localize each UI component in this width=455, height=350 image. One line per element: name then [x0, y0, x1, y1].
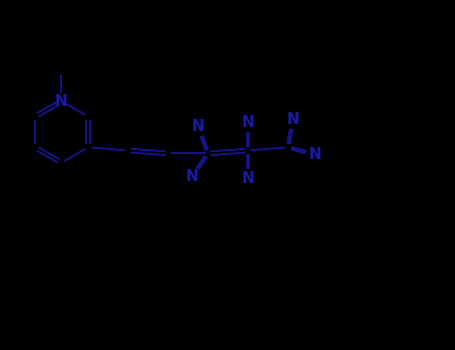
Text: N: N — [192, 119, 205, 134]
Text: N: N — [242, 114, 254, 130]
Text: N: N — [185, 169, 198, 184]
Text: N: N — [55, 94, 68, 109]
Text: N: N — [309, 147, 322, 162]
Text: N: N — [242, 171, 254, 186]
Text: N: N — [287, 112, 299, 127]
